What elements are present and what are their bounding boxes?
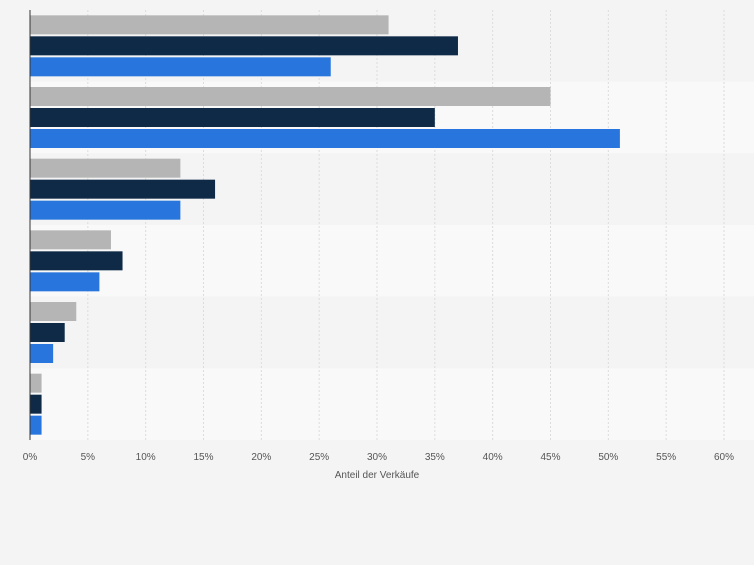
x-tick-label: 20%: [251, 452, 271, 463]
x-tick-label: 40%: [483, 452, 503, 463]
bar: [30, 57, 331, 77]
x-tick-label: 10%: [136, 452, 156, 463]
bar: [30, 344, 54, 363]
category-band: [30, 368, 754, 440]
bar: [30, 251, 123, 271]
category-band: [30, 296, 754, 369]
bar: [30, 158, 181, 178]
x-tick-label: 50%: [598, 452, 618, 463]
x-tick-label: 60%: [714, 452, 734, 463]
x-tick-label: 35%: [425, 452, 445, 463]
bar: [30, 15, 389, 35]
category-bands: [30, 10, 754, 440]
bar: [30, 230, 111, 250]
x-tick-label: 15%: [193, 452, 213, 463]
bar: [30, 36, 458, 56]
bar: [30, 394, 42, 414]
x-tick-label: 45%: [540, 452, 560, 463]
x-axis-ticks: 0% 5% 10% 15% 20% 25% 30% 35% 40% 45% 50% 55% 60%: [23, 452, 734, 463]
x-tick-label: 25%: [309, 452, 329, 463]
bar: [30, 87, 551, 106]
bar: [30, 108, 435, 127]
bar: [30, 272, 100, 292]
bar: [30, 373, 42, 393]
bar: [30, 179, 216, 199]
x-tick-label: 30%: [367, 452, 387, 463]
x-axis-label: Anteil der Verkäufe: [335, 470, 420, 481]
bar: [30, 200, 181, 220]
bar: [30, 323, 65, 342]
x-tick-label: 0%: [23, 452, 38, 463]
category-band: [30, 225, 754, 297]
bar: [30, 415, 42, 435]
x-tick-label: 5%: [81, 452, 96, 463]
bar: [30, 302, 77, 321]
bars: [30, 15, 620, 435]
bar: [30, 129, 620, 148]
x-tick-label: 55%: [656, 452, 676, 463]
